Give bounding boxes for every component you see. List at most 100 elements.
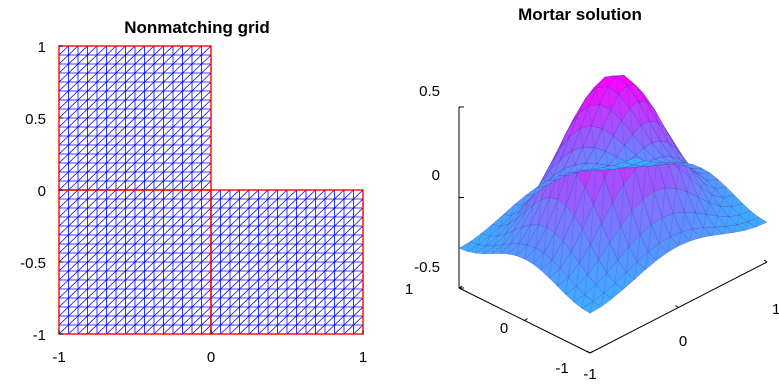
surface-patch-diagonal: [654, 109, 658, 122]
surface-patch-diagonal: [641, 160, 645, 167]
surface-patch-diagonal: [591, 125, 595, 148]
surface-patch-diagonal: [657, 121, 661, 141]
surface-patch-diagonal: [571, 150, 576, 165]
surface-patch-diagonal: [590, 204, 594, 245]
surface-patch-diagonal: [577, 115, 581, 129]
surface-patch-diagonal: [483, 245, 487, 254]
surface-patch-diagonal: [657, 162, 661, 166]
surface-patch-diagonal: [522, 195, 526, 205]
surface-patch-diagonal: [557, 151, 562, 159]
surface-patch-diagonal: [700, 227, 704, 238]
surface-patch-diagonal: [714, 179, 719, 189]
surface-patch-diagonal: [620, 183, 624, 227]
left-axis-ticks: [58, 45, 364, 335]
surface-patch-diagonal: [569, 137, 573, 151]
surface-patch-diagonal: [725, 216, 729, 227]
surface-patch-diagonal: [559, 241, 564, 269]
surface-patch-diagonal: [703, 180, 707, 184]
surface-patch-diagonal: [689, 229, 693, 242]
surface-patch-diagonal: [661, 187, 666, 218]
surface-patch-diagonal: [511, 204, 515, 216]
surface-patch-diagonal: [577, 170, 581, 173]
surface-patch-diagonal: [668, 142, 672, 157]
surface-patch-diagonal: [598, 223, 602, 260]
ytick3d-mark: [458, 285, 463, 289]
ytick-1: 1: [38, 39, 46, 56]
surface-patch-diagonal: [599, 167, 603, 171]
surface-patch-diagonal: [549, 170, 553, 177]
surface-patch-diagonal: [631, 169, 635, 212]
surface-patch-diagonal: [524, 202, 528, 212]
surface-patch-diagonal: [599, 104, 603, 129]
surface-patch-diagonal: [665, 128, 669, 143]
surface-patch-diagonal: [530, 204, 534, 226]
surface-patch-diagonal: [494, 236, 498, 246]
surface-patch-diagonal: [629, 108, 633, 135]
surface-patch-diagonal: [546, 197, 550, 228]
left-panel: Nonmatching grid 1 0.5 0 -0.5 -1 -1 0 1: [20, 18, 367, 366]
xtick-1: 1: [359, 349, 367, 366]
surface-patch-diagonal: [695, 197, 699, 213]
surface-patch-diagonal: [698, 187, 702, 198]
surface-patch-diagonal: [565, 277, 569, 295]
surface-patch-diagonal: [632, 157, 637, 166]
surface-patch-diagonal: [722, 226, 726, 235]
surface-patch-diagonal: [628, 211, 632, 247]
surface-patch-diagonal: [649, 162, 653, 167]
right-panel: Mortar solution 0.5 0 -0.5 1 0 -1 -1 0 1: [405, 5, 779, 383]
surface-patch-diagonal: [603, 272, 607, 294]
surface-patch-diagonal: [491, 245, 495, 254]
surface-patch-diagonal: [656, 243, 660, 261]
mesh-bottom-left: [58, 189, 212, 335]
xtick3d-0: 0: [679, 333, 687, 350]
surface-patch-diagonal: [604, 77, 608, 87]
ztick-neg-0-5: -0.5: [414, 259, 440, 276]
surface-patch-diagonal: [711, 188, 716, 195]
surface-patch-diagonal: [684, 191, 688, 213]
surface-patch-diagonal: [478, 233, 482, 245]
surface-patch-diagonal: [686, 177, 691, 193]
surface-patch-diagonal: [592, 284, 596, 302]
surface-patch-diagonal: [573, 286, 577, 302]
surface-patch-diagonal: [533, 187, 537, 196]
surface-patch-diagonal: [562, 205, 567, 242]
surface-patch-diagonal: [733, 224, 737, 233]
mesh: [58, 45, 364, 335]
surface-patch-diagonal: [692, 212, 696, 230]
surface-patch-diagonal: [637, 101, 642, 126]
surface-patch-diagonal: [621, 120, 625, 146]
surface-patch-diagonal: [711, 226, 715, 236]
surface-patch-diagonal: [566, 132, 570, 138]
surface-patch-diagonal: [543, 227, 547, 254]
surface-patch-diagonal: [475, 244, 479, 254]
surface-patch-diagonal: [626, 85, 630, 109]
surface-patch-diagonal: [744, 221, 748, 231]
surface-patch-diagonal: [535, 224, 539, 249]
surface-patch-diagonal: [678, 231, 682, 247]
surface-patch-diagonal: [736, 215, 740, 225]
surface-patch-diagonal: [576, 262, 580, 287]
surface-patch-diagonal: [690, 164, 694, 169]
surface-patch-diagonal: [467, 241, 471, 252]
surface-patch-diagonal: [728, 206, 732, 217]
xtick3d-neg-1: -1: [583, 366, 596, 383]
right-title: Mortar solution: [518, 5, 642, 24]
surface-patch-diagonal: [634, 84, 639, 102]
surface-patch-diagonal: [574, 115, 578, 118]
surface-patch-diagonal: [508, 215, 512, 225]
ztick-0: 0: [432, 167, 440, 184]
surface-patch-diagonal: [625, 246, 630, 273]
surface-patch-diagonal: [596, 87, 600, 105]
surface-patch-diagonal: [554, 199, 558, 234]
ztick-0-5: 0.5: [419, 83, 440, 100]
surface-patch-diagonal: [667, 236, 671, 253]
surface-patch-diagonal: [682, 162, 686, 166]
surface-patch-diagonal: [589, 301, 594, 314]
surface-patch-diagonal: [555, 176, 559, 180]
surface-patch-diagonal: [573, 174, 578, 217]
surface-patch-diagonal: [579, 229, 583, 264]
surface-patch-diagonal: [643, 148, 647, 163]
surface-patch-diagonal: [623, 272, 627, 290]
surface-patch-diagonal: [588, 168, 592, 171]
